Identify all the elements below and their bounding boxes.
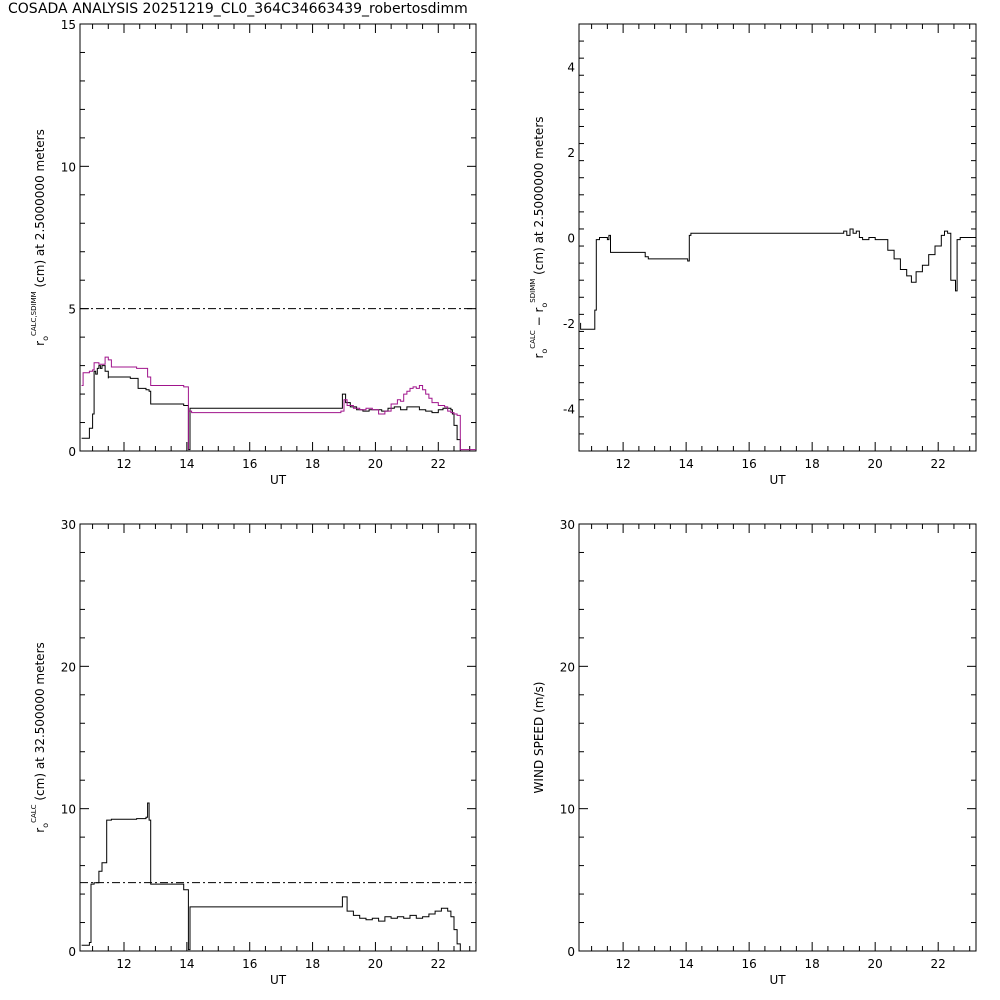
x-tick-label: 14 <box>179 457 194 471</box>
y-tick-label: 4 <box>567 61 575 75</box>
x-tick-label: 16 <box>242 957 257 971</box>
y-tick-label: 2 <box>567 146 575 160</box>
figure-title: COSADA ANALYSIS 20251219_CL0_364C3466343… <box>8 1 468 17</box>
y-label-subscript: o <box>540 349 549 354</box>
x-tick-label: 16 <box>742 457 757 471</box>
y-label-superscript: CALC <box>529 330 537 349</box>
y-axis-label: WIND SPEED (m/s) <box>532 682 546 794</box>
y-label-subscript: o <box>540 303 549 308</box>
y-label-text: (cm) at 2.5000000 meters <box>33 129 47 291</box>
x-tick-label: 14 <box>179 957 194 971</box>
x-tick-label: 20 <box>868 957 883 971</box>
y-axis-label: roCALC (cm) at 32.500000 meters <box>30 642 50 833</box>
y-tick-label: 20 <box>560 660 575 674</box>
y-tick-label: 30 <box>61 518 76 532</box>
series-line <box>81 802 461 951</box>
y-label-subscript: o <box>41 336 50 341</box>
plot-frame <box>578 523 977 952</box>
y-tick-label: 20 <box>61 660 76 674</box>
y-label-text: WIND SPEED (m/s) <box>532 682 546 794</box>
y-tick-label: 10 <box>61 803 76 817</box>
plot-frame <box>578 23 977 452</box>
x-axis-label: UT <box>270 473 287 487</box>
y-label-text: (cm) at 2.5000000 meters <box>532 116 546 278</box>
x-axis-label: UT <box>270 973 287 987</box>
y-label-text: (cm) at 32.500000 meters <box>33 642 47 804</box>
x-axis-label: UT <box>769 473 786 487</box>
plot-frame <box>79 23 477 452</box>
series-line <box>580 228 976 330</box>
x-tick-label: 18 <box>305 457 320 471</box>
y-tick-label: 30 <box>560 518 575 532</box>
panel-wind-speed: 12 14 16 18 20 22 0 10 20 30 UT WIND SPEED (m/s) <box>532 518 977 987</box>
x-tick-label: 14 <box>678 457 693 471</box>
y-tick-label: -4 <box>563 402 575 416</box>
x-tick-label: 20 <box>368 957 383 971</box>
plot-frame <box>79 523 477 952</box>
x-tick-label: 12 <box>116 457 131 471</box>
x-tick-label: 22 <box>931 457 946 471</box>
x-tick-label: 20 <box>368 457 383 471</box>
y-tick-label: 5 <box>68 303 76 317</box>
y-label-text: r <box>33 341 47 346</box>
y-label-text: r <box>532 354 546 359</box>
y-axis-label: roCALC − roSDIMM (cm) at 2.5000000 meter… <box>529 116 549 358</box>
y-tick-label: 15 <box>61 18 76 32</box>
y-tick-label: 0 <box>68 945 76 959</box>
panel-r0-cl0-sdimm: 12 14 16 18 20 22 0 5 10 15 UT roCALC,SDIMM (cm) at… <box>30 18 477 487</box>
y-label-superscript: CALC <box>30 804 38 823</box>
x-axis-label: UT <box>769 973 786 987</box>
y-tick-label: 10 <box>560 803 575 817</box>
x-tick-label: 20 <box>868 457 883 471</box>
x-tick-label: 22 <box>931 957 946 971</box>
y-label-text: r <box>33 828 47 833</box>
y-tick-label: 10 <box>61 160 76 174</box>
x-tick-label: 22 <box>431 957 446 971</box>
y-tick-label: -2 <box>563 317 575 331</box>
y-tick-label: 0 <box>68 445 76 459</box>
series-line <box>81 365 461 451</box>
x-tick-label: 12 <box>615 457 630 471</box>
x-tick-label: 22 <box>431 457 446 471</box>
y-label-text: − r <box>532 308 546 331</box>
x-tick-label: 12 <box>116 957 131 971</box>
x-tick-label: 18 <box>305 957 320 971</box>
x-tick-label: 18 <box>805 457 820 471</box>
y-axis-label: roCALC,SDIMM (cm) at 2.5000000 meters <box>30 129 50 346</box>
x-tick-label: 16 <box>242 457 257 471</box>
y-label-superscript: CALC,SDIMM <box>30 291 38 336</box>
x-tick-label: 14 <box>678 957 693 971</box>
y-tick-label: 0 <box>567 232 575 246</box>
series-line <box>81 356 476 451</box>
x-tick-label: 16 <box>742 957 757 971</box>
x-tick-label: 12 <box>615 957 630 971</box>
x-tick-label: 18 <box>805 957 820 971</box>
panel-r0-calc-32: 12 14 16 18 20 22 0 10 20 30 UT roCALC (cm) at 32.5… <box>30 518 477 987</box>
y-label-superscript: SDIMM <box>529 279 537 303</box>
y-tick-label: 0 <box>567 945 575 959</box>
y-label-subscript: o <box>41 823 50 828</box>
